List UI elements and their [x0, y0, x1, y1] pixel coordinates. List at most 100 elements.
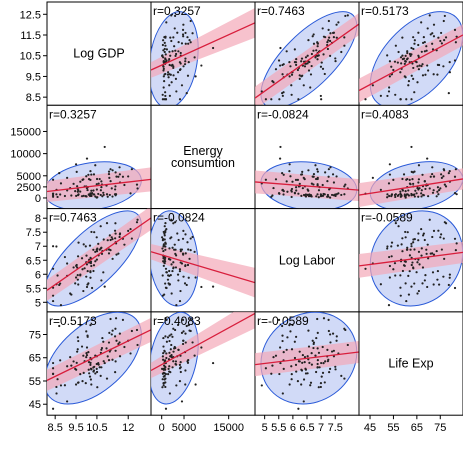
data-point	[184, 341, 187, 344]
x-tick-label: 10.5	[86, 422, 107, 434]
data-point	[193, 250, 196, 253]
data-point	[168, 50, 171, 53]
data-point	[163, 41, 166, 45]
data-point	[326, 41, 329, 44]
data-point	[335, 339, 338, 342]
data-point	[431, 32, 434, 35]
data-point	[166, 336, 170, 339]
data-point	[170, 263, 173, 266]
data-point	[326, 180, 329, 183]
data-point	[320, 375, 323, 378]
data-point	[51, 372, 55, 376]
data-point	[321, 183, 324, 187]
data-point	[51, 361, 55, 365]
data-point	[332, 31, 336, 34]
data-point	[402, 173, 406, 176]
data-point	[105, 347, 108, 350]
data-point	[163, 234, 166, 237]
x-tick-label: 5.5	[271, 422, 286, 434]
data-point	[412, 66, 415, 70]
data-point	[282, 173, 285, 176]
data-point	[79, 190, 82, 193]
data-point	[436, 73, 439, 76]
data-point	[162, 49, 165, 52]
data-point	[364, 98, 367, 101]
data-point	[102, 340, 105, 343]
data-point	[86, 188, 89, 192]
cell-0-0: Log GDP	[46, 1, 152, 106]
data-point	[99, 189, 102, 192]
data-point	[294, 61, 298, 64]
data-point	[184, 57, 187, 60]
data-point	[181, 237, 185, 240]
data-point	[89, 378, 93, 381]
data-point	[165, 318, 168, 321]
data-point	[102, 271, 105, 274]
data-point	[90, 286, 94, 290]
data-point	[59, 303, 63, 307]
data-point	[302, 193, 306, 197]
data-point	[307, 69, 311, 72]
data-point	[277, 59, 281, 62]
data-point	[413, 170, 416, 173]
data-point	[392, 178, 395, 181]
y-tick-label: 5	[35, 297, 41, 309]
data-point	[312, 49, 315, 52]
data-point	[408, 270, 411, 273]
data-point	[340, 374, 343, 377]
correlation-label: r=0.4083	[153, 314, 201, 328]
data-point	[107, 170, 111, 173]
data-point	[168, 84, 171, 87]
fit-line	[47, 178, 151, 193]
data-point	[439, 187, 442, 190]
data-point	[77, 381, 80, 384]
data-point	[327, 168, 330, 171]
data-point	[444, 36, 448, 39]
data-point	[337, 21, 340, 24]
data-point	[312, 175, 315, 178]
x-tick-label: 15000	[213, 422, 244, 434]
data-point	[399, 98, 402, 101]
data-point	[323, 381, 326, 384]
data-point	[113, 335, 117, 338]
data-point	[306, 372, 309, 375]
data-point	[176, 232, 179, 235]
data-point	[403, 62, 406, 65]
data-point	[417, 164, 421, 167]
data-point	[180, 262, 184, 265]
data-point	[79, 180, 82, 183]
data-point	[72, 266, 75, 269]
data-point	[322, 362, 325, 365]
data-point	[303, 356, 307, 359]
data-point	[390, 195, 393, 198]
data-point	[180, 248, 184, 251]
data-point	[108, 331, 111, 335]
confidence-band	[47, 167, 151, 203]
data-point	[332, 181, 336, 184]
data-point	[386, 247, 389, 250]
data-point	[186, 241, 189, 244]
cell-frame	[254, 208, 360, 313]
data-point	[295, 370, 298, 373]
data-point	[114, 317, 118, 320]
data-point	[89, 170, 92, 173]
data-point	[447, 92, 450, 95]
data-point	[187, 42, 190, 45]
data-point	[99, 374, 102, 377]
data-point	[301, 353, 304, 357]
data-point	[397, 225, 400, 228]
data-point	[76, 278, 79, 281]
data-point	[304, 56, 308, 59]
data-point	[103, 145, 106, 149]
data-point	[319, 65, 323, 68]
data-point	[164, 317, 167, 320]
data-point	[304, 372, 308, 375]
data-point	[282, 193, 285, 196]
data-point	[317, 189, 321, 192]
data-point	[309, 381, 313, 384]
x-tick-label: 5	[262, 422, 268, 434]
data-point	[319, 94, 322, 98]
confidence-band	[151, 243, 255, 298]
data-point	[76, 348, 79, 351]
data-point	[264, 178, 267, 181]
